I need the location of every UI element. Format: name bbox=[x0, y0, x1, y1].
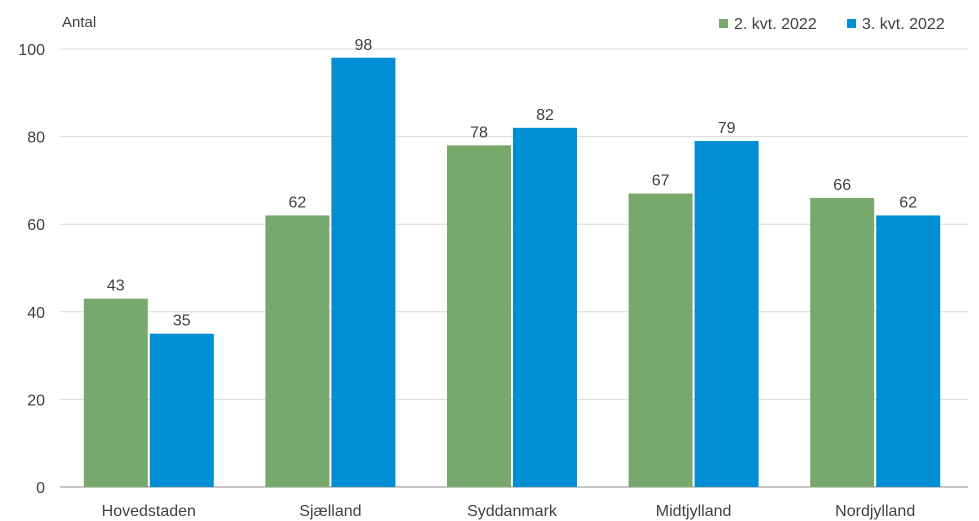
y-tick-label: 40 bbox=[27, 305, 45, 322]
data-label: 35 bbox=[173, 313, 191, 330]
bar-1 bbox=[83, 298, 148, 487]
y-tick-label: 100 bbox=[18, 42, 45, 59]
data-label: 98 bbox=[355, 37, 373, 54]
y-tick-label: 60 bbox=[27, 217, 45, 234]
data-label: 82 bbox=[536, 107, 554, 124]
y-axis-ticks: 0 20 40 60 80 100 bbox=[18, 42, 45, 497]
data-label: 67 bbox=[652, 173, 670, 190]
bar-2 bbox=[331, 57, 396, 487]
bar-2 bbox=[876, 215, 941, 487]
data-label: 62 bbox=[899, 194, 917, 211]
legend-label: 3. kvt. 2022 bbox=[862, 16, 945, 33]
bar-2 bbox=[513, 127, 577, 487]
bar-2 bbox=[149, 333, 214, 487]
x-axis-categories: Hovedstaden Sjælland Syddanmark Midtjylland… bbox=[102, 503, 916, 520]
data-labels: 43 35 62 98 78 82 67 79 66 62 bbox=[107, 37, 917, 330]
x-tick-label: Midtjylland bbox=[656, 503, 732, 520]
x-tick-label: Nordjylland bbox=[835, 503, 915, 520]
y-axis-label: Antal bbox=[62, 14, 96, 31]
bar-1 bbox=[628, 193, 693, 488]
legend: 2. kvt. 2022 3. kvt. 2022 bbox=[719, 16, 945, 33]
legend-swatch bbox=[847, 19, 856, 28]
legend-swatch bbox=[719, 19, 728, 28]
data-label: 43 bbox=[107, 278, 125, 295]
bar-1 bbox=[265, 215, 330, 487]
y-tick-label: 80 bbox=[27, 130, 45, 147]
y-tick-label: 20 bbox=[27, 392, 45, 409]
bar-1 bbox=[810, 197, 875, 488]
bar-1 bbox=[447, 145, 511, 488]
bars bbox=[83, 57, 941, 488]
data-label: 78 bbox=[470, 124, 488, 141]
data-label: 62 bbox=[289, 194, 307, 211]
legend-label: 2. kvt. 2022 bbox=[734, 16, 817, 33]
x-tick-label: Sjælland bbox=[299, 503, 361, 520]
data-label: 66 bbox=[833, 177, 851, 194]
bar-2 bbox=[694, 140, 759, 488]
data-label: 79 bbox=[718, 120, 736, 137]
x-tick-label: Syddanmark bbox=[467, 503, 558, 520]
y-tick-label: 0 bbox=[36, 480, 45, 497]
x-tick-label: Hovedstaden bbox=[102, 503, 196, 520]
